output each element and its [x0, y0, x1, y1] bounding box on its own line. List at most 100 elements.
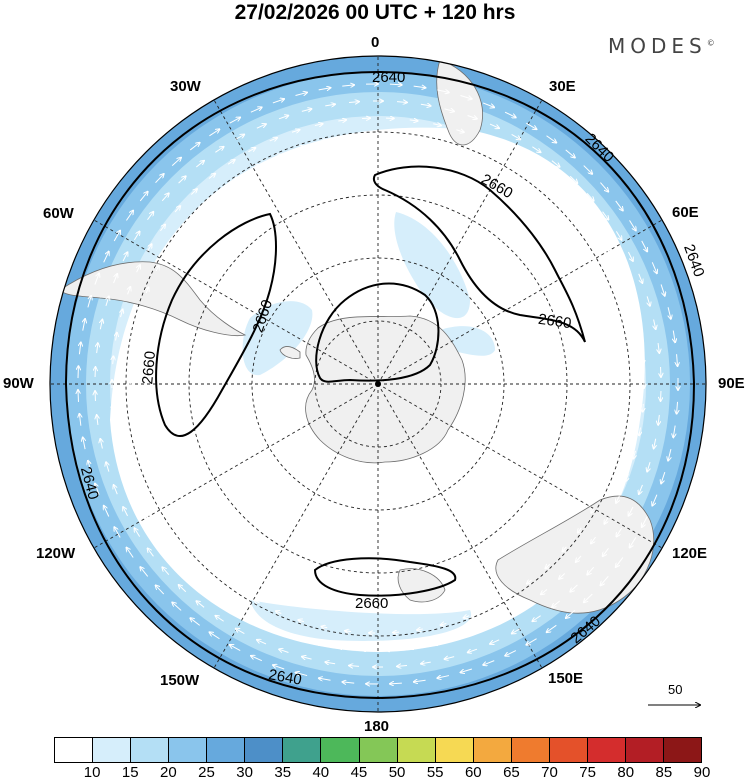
wind-arrow — [410, 647, 418, 648]
wind-arrow — [198, 208, 202, 212]
wind-arrow — [182, 226, 186, 231]
wind-arrow — [433, 124, 441, 126]
wind-arrow — [123, 507, 128, 517]
wind-arrow — [478, 138, 486, 141]
wind-arrow — [639, 332, 640, 341]
colorbar-tick-label: 70 — [541, 764, 558, 781]
wind-arrow — [532, 146, 540, 153]
wind-vectors — [78, 84, 678, 684]
wind-arrow — [321, 140, 327, 141]
wind-arrow — [467, 115, 477, 118]
lon-label-0: 0 — [371, 34, 380, 51]
wind-arrow — [234, 587, 240, 590]
wind-arrow — [168, 518, 171, 524]
colorbar-tick-label: 60 — [464, 764, 482, 781]
wind-arrow — [130, 357, 131, 364]
contour-2660-pole — [315, 282, 440, 383]
colorbar-segment — [587, 738, 626, 762]
wind-arrow — [349, 666, 360, 667]
wind-arrow — [94, 273, 99, 285]
lon-label-180: 180 — [364, 718, 390, 735]
wind-arrow — [526, 184, 532, 188]
wind-arrow — [460, 668, 473, 673]
lon-label-90w: 90W — [3, 375, 34, 392]
wind-arrow — [660, 284, 665, 295]
wind-arrow — [172, 602, 182, 611]
wind-arrow — [603, 547, 609, 556]
wind-arrow — [578, 234, 582, 240]
wind-arrow — [156, 266, 159, 272]
wind-arrow — [552, 600, 560, 607]
colorbar-segment — [435, 738, 474, 762]
wind-arrow — [677, 354, 678, 366]
meridian-line — [213, 383, 379, 669]
wind-arrow — [460, 95, 471, 99]
wind-arrow — [121, 309, 123, 318]
colorbar-segment — [549, 738, 588, 762]
wind-arrow — [578, 527, 582, 533]
wind-arrow — [342, 682, 355, 683]
wind-arrow — [314, 124, 323, 126]
modes-logo: MODES© — [608, 34, 715, 58]
colorbar-segment — [93, 738, 132, 762]
wind-arrow — [106, 296, 109, 307]
wind-arrow — [348, 102, 359, 103]
wind-arrow — [417, 629, 423, 630]
wind-arrow — [103, 251, 109, 263]
wind-arrow — [133, 333, 134, 340]
wind-arrow — [390, 683, 402, 684]
wind-arrow — [619, 440, 620, 447]
colorbar-tick-labels: 10 15 20 25 30 35 40 45 50 55 60 65 70 75 80 85 90 — [54, 764, 711, 782]
wind-arrow — [559, 573, 566, 579]
wind-arrow — [441, 623, 447, 625]
wind-arrow — [97, 343, 98, 354]
wind-arrow — [633, 450, 635, 459]
wind-arrow — [616, 527, 623, 537]
contour-label-nw-b: 2660 — [139, 350, 159, 385]
wind-arrow — [527, 580, 532, 584]
colorbar-segment — [664, 738, 702, 762]
wind-arrow — [133, 231, 139, 241]
wind-arrow — [257, 640, 267, 645]
wind-arrow — [600, 576, 609, 585]
wind-arrow — [677, 401, 678, 414]
lon-label-90e: 90E — [718, 375, 745, 392]
colorbar-tick-label: 85 — [655, 764, 673, 781]
colorbar-tick-label: 40 — [312, 764, 330, 781]
wind-arrow — [114, 527, 121, 538]
wind-arrow — [106, 462, 109, 472]
wind-arrow — [602, 211, 609, 220]
wind-arrow — [147, 244, 152, 252]
wind-arrow — [629, 220, 636, 230]
wind-arrow — [584, 593, 593, 602]
wind-arrow — [230, 645, 241, 651]
wind-speed-colorbar — [54, 737, 702, 763]
meridian-line — [213, 99, 379, 385]
landmasses — [59, 59, 655, 614]
wind-arrow — [479, 627, 487, 630]
wind-arrow — [235, 134, 245, 140]
wind-arrow — [319, 678, 331, 680]
wind-arrow — [128, 474, 131, 482]
wind-arrow — [318, 88, 331, 90]
wind-arrow — [437, 90, 449, 93]
wind-arrow — [532, 615, 541, 622]
wind-arrow — [325, 104, 335, 106]
wind-arrow — [276, 611, 282, 613]
lon-label-150e: 150E — [548, 670, 584, 687]
wind-arrow — [526, 122, 536, 129]
colorbar-segment — [473, 738, 512, 762]
lon-label-60w: 60W — [43, 205, 74, 222]
wind-arrow — [647, 296, 650, 306]
wind-arrow — [600, 182, 608, 192]
wind-arrow — [456, 130, 464, 132]
colorbar-segment — [169, 738, 208, 762]
lon-label-30e: 30E — [549, 78, 576, 95]
contour-2660-west — [155, 212, 277, 437]
colorbar-tick-label: 35 — [274, 764, 292, 781]
wind-arrow — [171, 158, 181, 166]
wind-arrow — [463, 150, 469, 152]
colorbar-tick-label: 55 — [426, 764, 444, 781]
wind-arrow — [526, 638, 537, 645]
